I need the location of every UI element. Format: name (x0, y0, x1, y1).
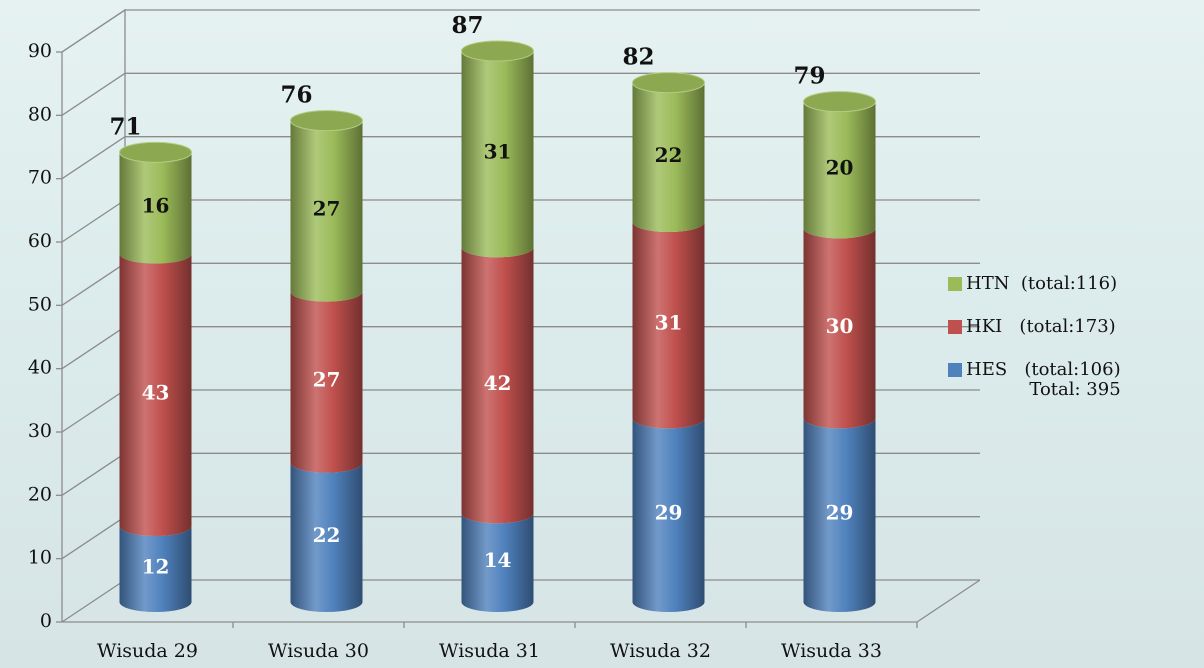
value-label: 42 (484, 371, 512, 395)
legend-swatch (948, 277, 962, 291)
value-label: 29 (655, 501, 683, 525)
cylinder-segment (290, 462, 363, 612)
cylinder-segment (461, 513, 534, 612)
total-label: 87 (451, 12, 483, 39)
legend-swatch (948, 363, 962, 377)
total-label: 82 (622, 44, 654, 71)
cylinder-segment (119, 526, 192, 612)
total-label: 79 (793, 63, 825, 90)
back-wall-edge (61, 8, 126, 622)
legend-swatch (948, 320, 962, 334)
value-label: 16 (142, 194, 170, 218)
y-tick-label: 20 (28, 483, 52, 505)
y-tick-label: 70 (28, 167, 52, 189)
value-label: 27 (313, 197, 341, 221)
value-label: 43 (142, 380, 170, 404)
y-tick-label: 60 (28, 230, 52, 252)
value-label: 27 (313, 368, 341, 392)
cylinder-segment (290, 120, 363, 302)
cylinder-cap (632, 72, 705, 94)
cylinder-cap (290, 110, 363, 132)
value-label: 30 (826, 314, 854, 338)
y-tick-label: 10 (28, 547, 52, 569)
value-label: 29 (826, 501, 854, 525)
cylinder-cap (119, 141, 192, 163)
cylinder-segment (461, 247, 534, 524)
cylinder-segment (119, 253, 192, 536)
cylinder-segment (632, 222, 705, 429)
cylinder-segment (290, 291, 363, 473)
legend-label: HTN (total:116) (966, 273, 1117, 294)
cylinder-segment (803, 228, 876, 429)
cylinder-segment (632, 82, 705, 233)
x-tick-label: Wisuda 31 (439, 640, 540, 662)
value-label: 20 (826, 156, 854, 180)
total-note: Total: 395 (1029, 379, 1120, 400)
value-label: 22 (313, 523, 341, 547)
y-tick-label: 80 (28, 103, 52, 125)
cylinder-segment (119, 152, 192, 264)
y-tick-label: 50 (28, 293, 52, 315)
x-tick-label: Wisuda 32 (610, 640, 711, 662)
legend-label: HES (total:106) (966, 359, 1121, 380)
cylinder-segment (803, 418, 876, 612)
x-tick-label: Wisuda 30 (268, 640, 369, 662)
value-label: 31 (655, 311, 683, 335)
y-tick-label: 90 (28, 40, 52, 62)
legend-label: HKI (total:173) (966, 316, 1116, 337)
grid-line (61, 72, 980, 116)
y-tick-label: 40 (28, 357, 52, 379)
value-label: 22 (655, 143, 683, 167)
value-label: 31 (484, 140, 512, 164)
value-label: 12 (142, 555, 170, 579)
value-label: 14 (484, 548, 512, 572)
grid-line (61, 9, 980, 53)
x-tick-label: Wisuda 33 (781, 640, 882, 662)
cylinder-cap (803, 91, 876, 113)
cylinder-cap (461, 40, 534, 62)
total-label: 71 (109, 113, 141, 140)
cylinder-segment (632, 418, 705, 612)
x-tick-label: Wisuda 29 (97, 640, 198, 662)
total-label: 76 (280, 82, 312, 109)
y-tick-label: 0 (40, 610, 52, 632)
cylinder-segment (803, 101, 876, 239)
y-tick-label: 30 (28, 420, 52, 442)
cylinder-segment (461, 51, 534, 258)
